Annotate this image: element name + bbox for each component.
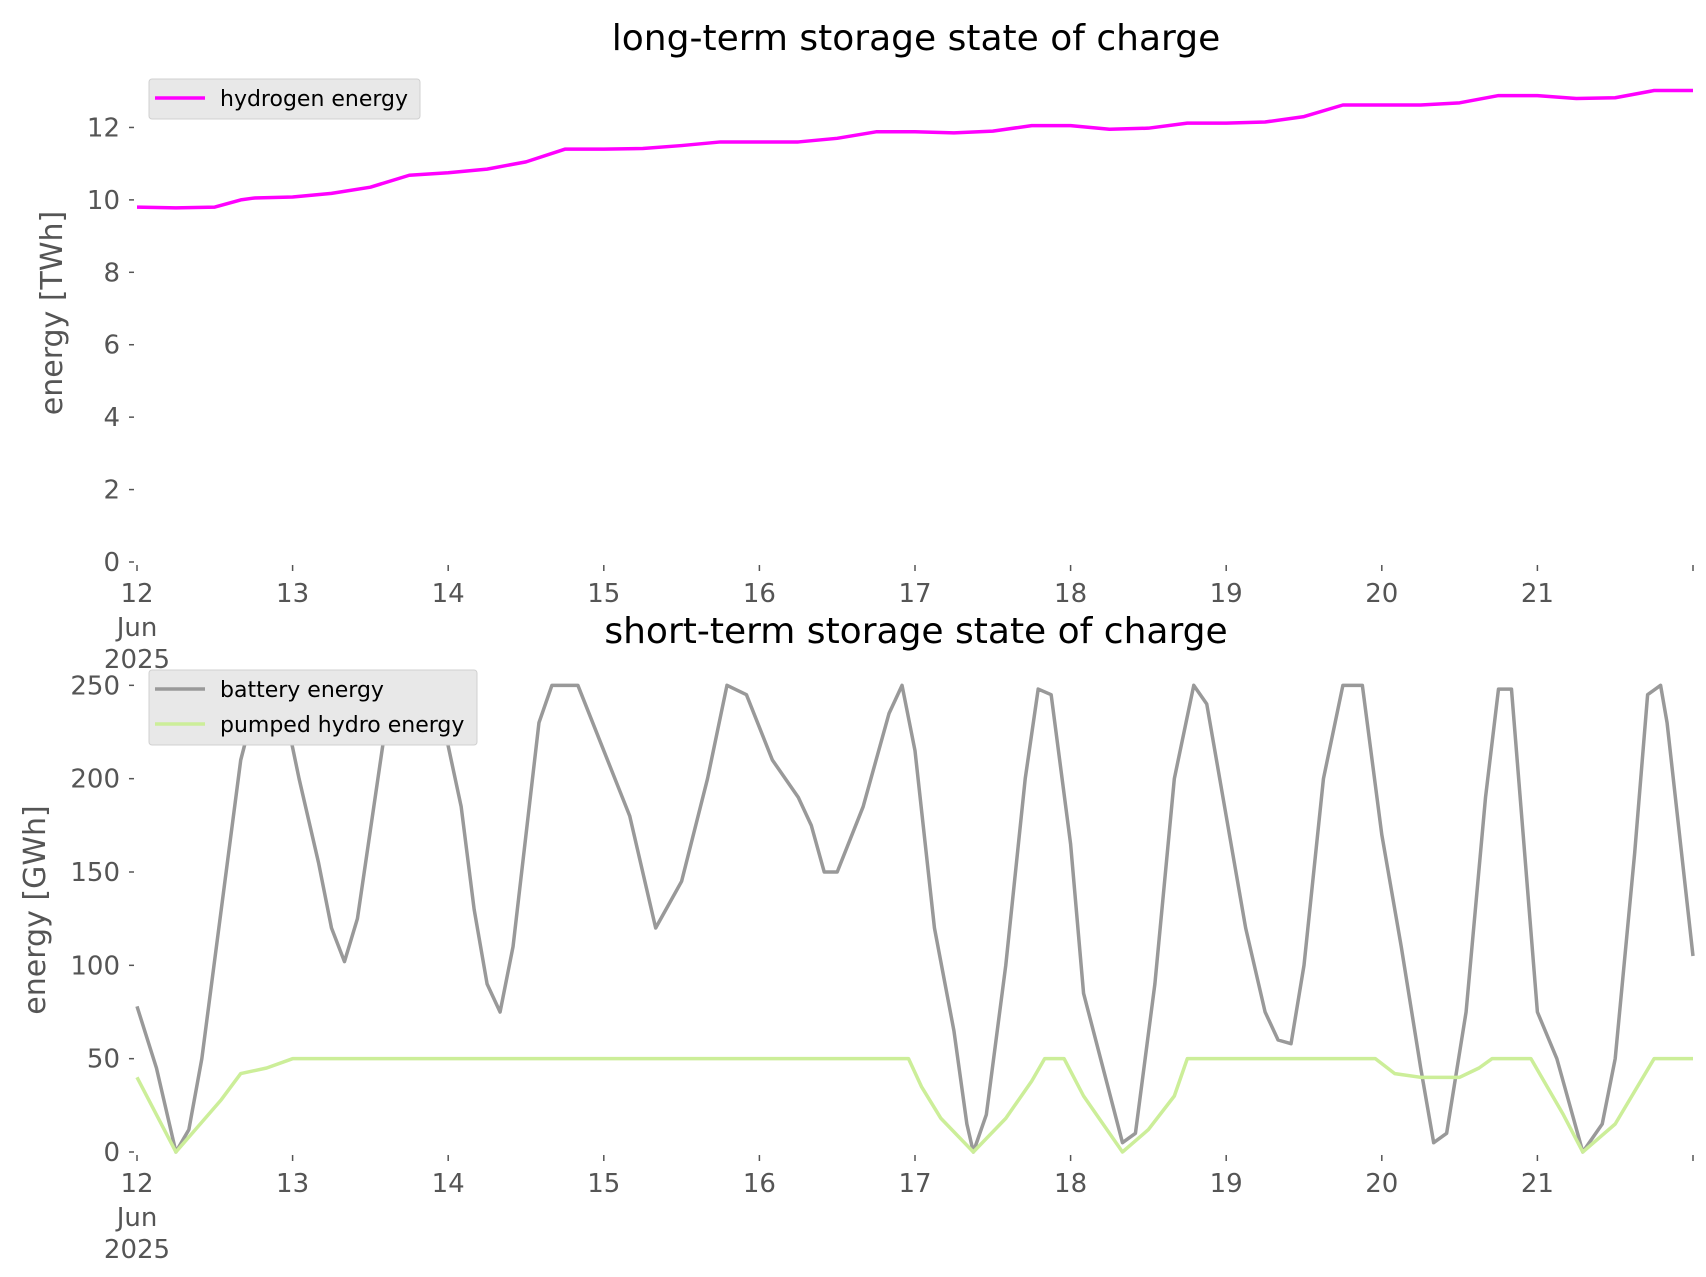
y-tick-label: 2 [103, 476, 120, 506]
x-tick-label: 15 [587, 579, 620, 609]
x-tick-label: 17 [898, 579, 931, 609]
x-tick-label: 16 [743, 1169, 776, 1199]
x-tick-label: 17 [898, 1169, 931, 1199]
legend-label-battery: battery energy [220, 678, 384, 703]
x-tick-label: 18 [1054, 1169, 1087, 1199]
y-axis-ticks: 0 2 4 6 8 10 12 [87, 113, 134, 578]
x-tick-label: 19 [1210, 579, 1243, 609]
legend-box [148, 78, 421, 120]
x-tick-label: 21 [1521, 579, 1554, 609]
short-term-chart-panel: short-term storage state of charge energ… [18, 611, 1695, 1265]
y-tick-label: 150 [70, 858, 120, 888]
chart-title: short-term storage state of charge [604, 611, 1227, 652]
series-lines [135, 683, 1695, 1154]
y-axis-label: energy [TWh] [35, 211, 70, 415]
x-tick-label: 12 [120, 579, 153, 609]
pumped-hydro-energy-line [135, 1056, 1693, 1154]
battery-energy-line [135, 683, 1695, 1154]
x-tick-sublabel: Jun [115, 613, 158, 643]
y-tick-label: 0 [103, 548, 120, 578]
y-tick-label: 50 [87, 1045, 120, 1075]
legend-label-pumped-hydro: pumped hydro energy [220, 713, 464, 738]
x-tick-label: 12 [120, 1169, 153, 1199]
y-axis-label: energy [GWh] [18, 805, 53, 1014]
series-lines [136, 88, 1693, 210]
hydrogen-energy-line [136, 88, 1693, 210]
y-tick-label: 8 [103, 258, 120, 288]
x-tick-label: 18 [1054, 579, 1087, 609]
legend[interactable]: hydrogen energy [148, 78, 421, 120]
x-tick-sublabel: 2025 [104, 1235, 170, 1265]
x-tick-label: 20 [1365, 579, 1398, 609]
x-tick-label: 21 [1521, 1169, 1554, 1199]
y-tick-label: 250 [70, 671, 120, 701]
x-tick-label: 19 [1210, 1169, 1243, 1199]
y-tick-label: 10 [87, 186, 120, 216]
x-tick-label: 13 [276, 1169, 309, 1199]
y-tick-label: 4 [103, 403, 120, 433]
y-tick-label: 200 [70, 765, 120, 795]
x-tick-sublabel: Jun [115, 1203, 158, 1233]
y-tick-label: 100 [70, 951, 120, 981]
legend-label-hydrogen: hydrogen energy [220, 87, 408, 112]
x-tick-label: 16 [743, 579, 776, 609]
x-tick-label: 15 [587, 1169, 620, 1199]
x-tick-label: 13 [276, 579, 309, 609]
y-axis-ticks: 0 50 100 150 200 250 [70, 671, 134, 1168]
y-tick-label: 0 [103, 1138, 120, 1168]
long-term-chart-panel: long-term storage state of charge energy… [35, 18, 1694, 675]
x-tick-label: 20 [1365, 1169, 1398, 1199]
y-tick-label: 12 [87, 113, 120, 143]
y-tick-label: 6 [103, 331, 120, 361]
x-tick-label: 14 [432, 579, 465, 609]
x-tick-label: 14 [432, 1169, 465, 1199]
legend[interactable]: battery energy pumped hydro energy [148, 669, 478, 746]
legend-box [148, 669, 478, 746]
chart-title: long-term storage state of charge [612, 18, 1220, 59]
